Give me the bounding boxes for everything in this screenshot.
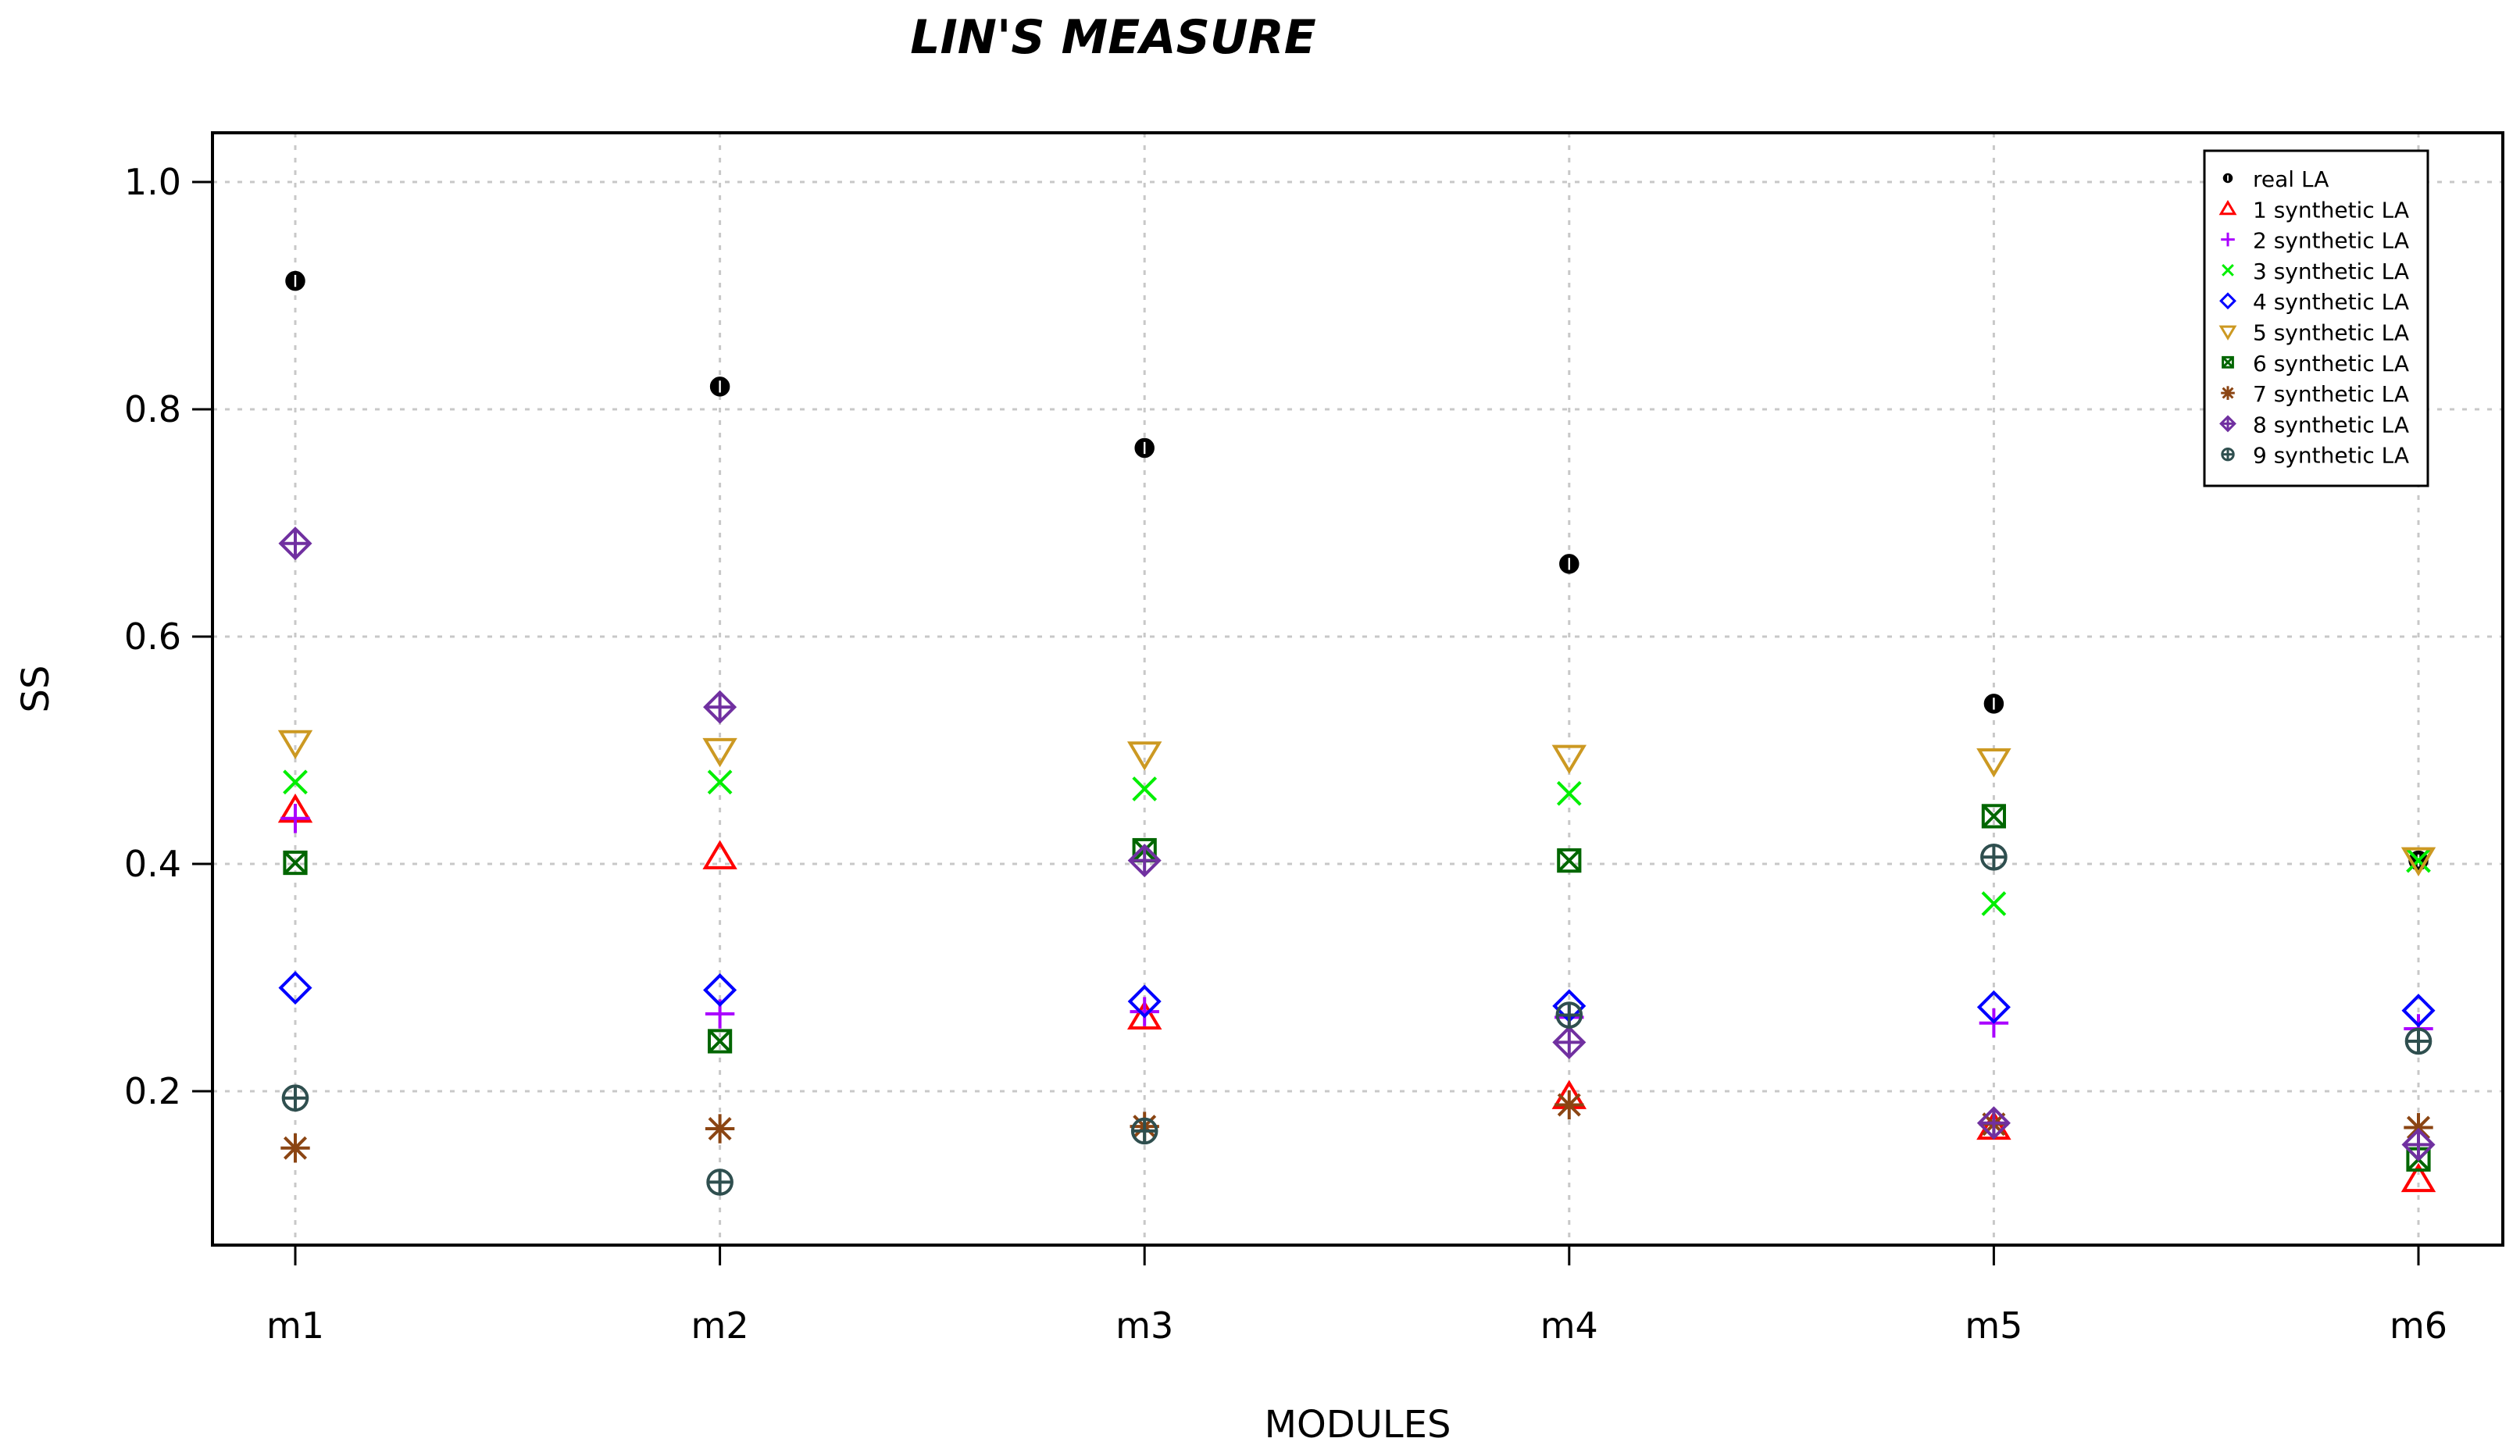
point-6-synthetic-la-m1 — [283, 850, 308, 876]
legend-label-9-synthetic-la: 9 synthetic LA — [2253, 443, 2409, 469]
x-tick-label: m3 — [1115, 1304, 1173, 1347]
x-tick-label: m1 — [266, 1304, 324, 1347]
point-3-synthetic-la-m6 — [2406, 848, 2431, 873]
point-3-synthetic-la-m1 — [283, 769, 308, 795]
point-3-synthetic-la-m3 — [1132, 776, 1158, 801]
point-5-synthetic-la-m3 — [1126, 741, 1162, 771]
point-9-synthetic-la-m4 — [1555, 1001, 1583, 1029]
grid — [212, 133, 2503, 1245]
point-real-la-m5 — [1983, 694, 2004, 714]
point-4-synthetic-la-m5 — [1976, 990, 2011, 1024]
point-7-synthetic-la-m1 — [280, 1133, 310, 1163]
point-9-synthetic-la-m5 — [1980, 843, 2008, 871]
point-4-synthetic-la-m2 — [703, 972, 737, 1008]
x-tick-label: m5 — [1965, 1304, 2022, 1347]
point-real-la-m1 — [285, 270, 305, 291]
legend-label-1-synthetic-la: 1 synthetic LA — [2253, 197, 2409, 223]
x-tick-label: m6 — [2390, 1304, 2447, 1347]
point-3-synthetic-la-m4 — [1556, 780, 1582, 806]
x-axis-label: MODULES — [1265, 1403, 1451, 1447]
legend-label-5-synthetic-la: 5 synthetic LA — [2253, 320, 2409, 346]
point-8-synthetic-la-m6 — [2401, 1127, 2436, 1162]
point-9-synthetic-la-m3 — [1130, 1117, 1158, 1145]
y-tick-label: 0.4 — [124, 843, 181, 885]
legend-marker-2-synthetic-la — [2221, 232, 2235, 247]
point-6-synthetic-la-m5 — [1981, 804, 2007, 829]
legend-label-real-la: real LA — [2253, 166, 2329, 192]
x-tick-label: m2 — [691, 1304, 749, 1347]
point-real-la-m3 — [1134, 437, 1155, 459]
legend-box — [2203, 149, 2429, 487]
point-1-synthetic-la-m3 — [1126, 1000, 1162, 1030]
point-2-synthetic-la-m3 — [1130, 997, 1159, 1026]
legend-marker-9-synthetic-la — [2221, 448, 2235, 462]
point-5-synthetic-la-m2 — [702, 737, 737, 768]
point-5-synthetic-la-m4 — [1551, 744, 1587, 774]
legend: real LA 1 synthetic LA 2 synthetic LA 3 syn… — [2203, 149, 2429, 487]
point-1-synthetic-la-m2 — [702, 840, 737, 869]
point-9-synthetic-la-m2 — [706, 1169, 734, 1196]
point-6-synthetic-la-m2 — [708, 1029, 733, 1054]
point-3-synthetic-la-m2 — [707, 769, 733, 795]
point-9-synthetic-la-m1 — [281, 1084, 309, 1112]
legend-label-7-synthetic-la: 7 synthetic LA — [2253, 381, 2409, 407]
point-8-synthetic-la-m4 — [1552, 1025, 1587, 1059]
legend-marker-real-la — [2222, 173, 2233, 184]
point-real-la-m4 — [1559, 554, 1579, 574]
point-4-synthetic-la-m1 — [278, 971, 312, 1005]
plot-frame — [211, 131, 2504, 1247]
legend-label-3-synthetic-la: 3 synthetic LA — [2253, 259, 2409, 284]
x-tick-label: m4 — [1540, 1304, 1598, 1347]
y-tick-label: 0.2 — [124, 1070, 181, 1112]
point-8-synthetic-la-m1 — [278, 526, 312, 561]
legend-marker-6-synthetic-la — [2222, 355, 2234, 369]
point-7-synthetic-la-m2 — [705, 1114, 735, 1144]
point-4-synthetic-la-m3 — [1127, 984, 1162, 1019]
point-5-synthetic-la-m5 — [1976, 748, 2011, 778]
chart-title: LIN'S MEASURE — [910, 10, 1316, 65]
y-axis-label: SS — [14, 666, 58, 713]
point-2-synthetic-la-m1 — [280, 804, 310, 833]
point-real-la-m2 — [709, 376, 730, 397]
y-tick-label: 0.6 — [124, 616, 181, 658]
point-6-synthetic-la-m4 — [1557, 848, 1582, 873]
point-4-synthetic-la-m6 — [2401, 994, 2436, 1028]
point-8-synthetic-la-m5 — [1976, 1106, 2011, 1140]
legend-marker-7-synthetic-la — [2221, 386, 2235, 400]
y-tick-label: 0.8 — [124, 388, 181, 430]
legend-label-8-synthetic-la: 8 synthetic LA — [2253, 412, 2409, 437]
point-3-synthetic-la-m5 — [1981, 891, 2007, 916]
y-tick-label: 1.0 — [124, 161, 181, 203]
point-7-synthetic-la-m6 — [2404, 1112, 2433, 1143]
legend-label-2-synthetic-la: 2 synthetic LA — [2253, 228, 2409, 254]
legend-label-4-synthetic-la: 4 synthetic LA — [2253, 289, 2409, 315]
point-8-synthetic-la-m2 — [703, 690, 737, 724]
point-7-synthetic-la-m4 — [1554, 1090, 1584, 1120]
point-1-synthetic-la-m6 — [2400, 1162, 2436, 1193]
legend-marker-8-synthetic-la — [2219, 415, 2236, 433]
point-5-synthetic-la-m1 — [277, 730, 313, 760]
point-5-synthetic-la-m6 — [2400, 847, 2436, 876]
legend-label-6-synthetic-la: 6 synthetic LA — [2253, 351, 2409, 376]
legend-marker-4-synthetic-la — [2219, 292, 2236, 310]
axes: 0.2 0.4 0.6 0.8 1.0 m1 m2 m3 m4 m5 m6 — [124, 161, 2447, 1347]
point-8-synthetic-la-m3 — [1127, 844, 1162, 878]
legend-marker-3-synthetic-la — [2222, 264, 2234, 277]
data-points — [277, 270, 2436, 1196]
point-9-synthetic-la-m6 — [2404, 1027, 2433, 1055]
legend-marker-1-synthetic-la — [2218, 199, 2237, 216]
legend-marker-5-synthetic-la — [2218, 325, 2237, 341]
